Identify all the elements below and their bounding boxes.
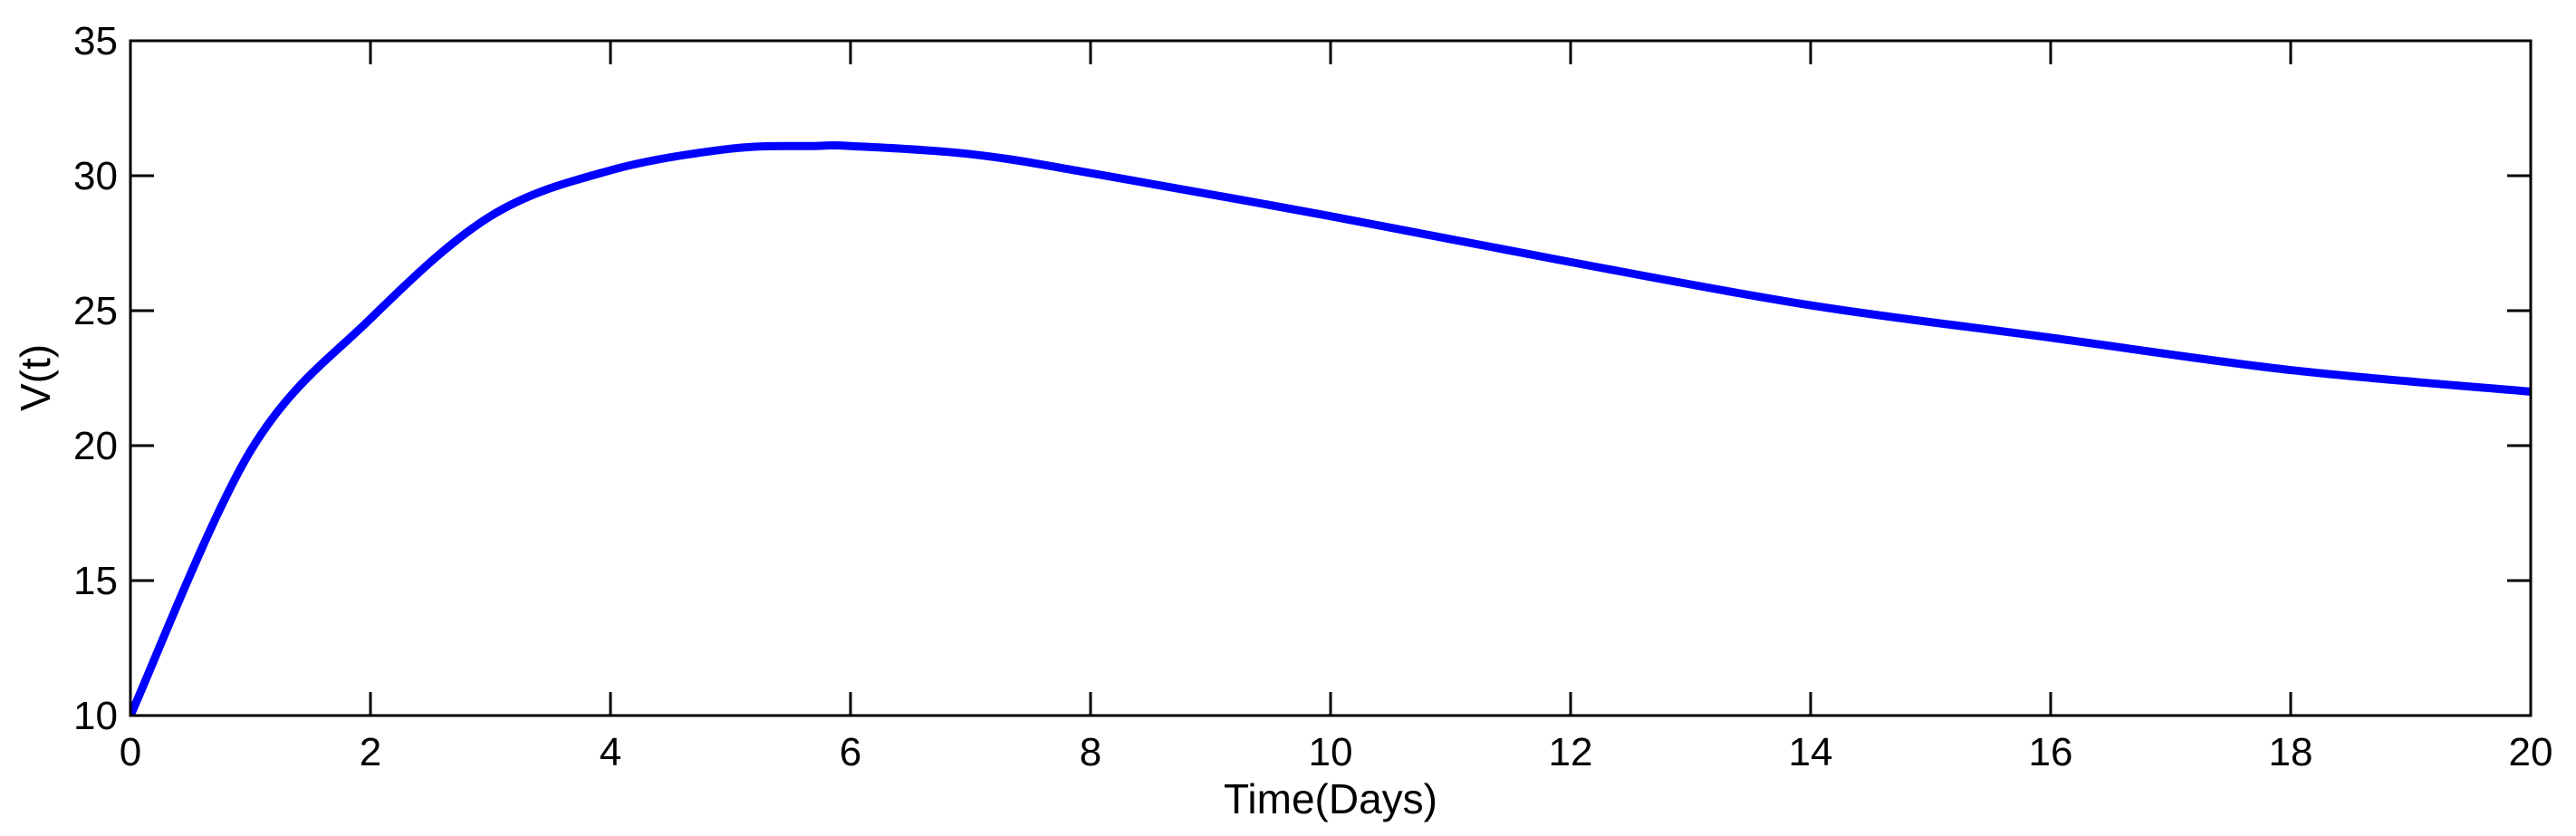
curve-layer xyxy=(130,140,2531,716)
x-tick-label: 16 xyxy=(2029,730,2073,774)
y-tick-label: 25 xyxy=(73,289,118,333)
x-tick-label: 2 xyxy=(360,730,381,774)
series-curve xyxy=(130,140,2531,716)
x-tick-label: 6 xyxy=(840,730,861,774)
x-tick-label: 10 xyxy=(1309,730,1353,774)
x-tick-label: 12 xyxy=(1549,730,1593,774)
x-tick-label: 4 xyxy=(600,730,621,774)
y-axis-label: V(t) xyxy=(12,344,59,411)
x-tick-label: 8 xyxy=(1080,730,1101,774)
x-tick-label: 18 xyxy=(2269,730,2313,774)
y-tick-label: 30 xyxy=(73,154,118,198)
tick-layer xyxy=(129,39,2533,717)
x-axis-label: Time(Days) xyxy=(1224,775,1437,822)
plot-border xyxy=(129,39,2533,717)
x-tick-label: 20 xyxy=(2509,730,2553,774)
y-tick-label: 20 xyxy=(73,424,118,468)
tick-label-layer: 0 2 4 6 8 10 12 14 16 18 20 10 15 20 25 30 35 xyxy=(73,19,2552,774)
x-tick-label: 14 xyxy=(1789,730,1833,774)
y-tick-label: 10 xyxy=(73,694,118,738)
y-tick-label: 35 xyxy=(73,19,118,63)
y-tick-label: 15 xyxy=(73,559,118,603)
x-tick-label: 0 xyxy=(120,730,141,774)
